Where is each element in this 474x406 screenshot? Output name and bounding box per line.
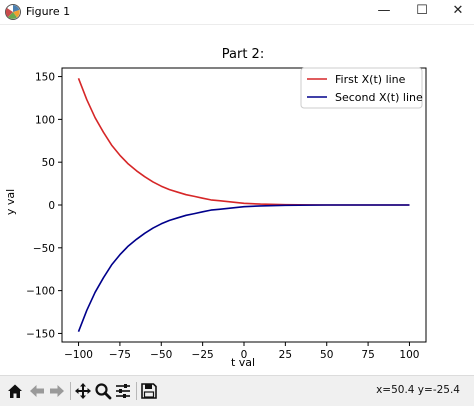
x-tick-label: 75: [361, 349, 374, 361]
y-axis-ticks: −150 −100 −50 0 50 100 150: [26, 72, 62, 340]
cursor-coordinates: x=50.4 y=-25.4: [376, 384, 460, 396]
series-line-second: [77, 204, 410, 332]
legend-box: [300, 67, 423, 109]
x-tick-label: 0: [241, 349, 248, 361]
x-tick-label: −75: [109, 349, 131, 361]
matplotlib-app-icon: [5, 4, 21, 20]
line-chart: Part 2: −100 −75 −50 −25 0 25 50 75 100 −150 −100…: [4, 47, 427, 369]
legend-label-first: First X(t) line: [335, 73, 406, 86]
x-axis-ticks: −100 −75 −50 −25 0 25 50 75 100: [64, 342, 419, 361]
close-button[interactable]: ✕: [452, 3, 464, 18]
back-arrow-icon: [30, 385, 44, 397]
pan-button[interactable]: [72, 380, 94, 402]
legend-label-second: Second X(t) line: [335, 91, 423, 104]
x-tick-label: −25: [192, 349, 214, 361]
x-tick-label: 50: [320, 349, 333, 361]
y-axis-label: y val: [4, 189, 17, 215]
y-tick-label: 50: [42, 157, 55, 169]
home-icon: [8, 384, 22, 398]
maximize-button[interactable]: ☐: [416, 3, 428, 18]
window-title: Figure 1: [26, 5, 71, 18]
y-tick-label: 150: [35, 72, 55, 84]
back-button[interactable]: [26, 380, 48, 402]
y-tick-label: −100: [26, 286, 55, 298]
plot-lines: [77, 78, 410, 332]
figure-canvas[interactable]: Part 2: −100 −75 −50 −25 0 25 50 75 100 −150 −100…: [0, 25, 474, 375]
navigation-toolbar: x=50.4 y=-25.4: [0, 375, 474, 406]
configure-subplots-button[interactable]: [112, 380, 134, 402]
x-tick-label: −50: [150, 349, 172, 361]
series-line-first: [77, 78, 410, 206]
x-axis-label: t val: [231, 356, 255, 369]
zoom-button[interactable]: [92, 380, 114, 402]
save-icon: [141, 383, 157, 399]
minimize-button[interactable]: —: [377, 3, 391, 18]
x-tick-label: 25: [279, 349, 292, 361]
y-tick-label: −50: [33, 243, 55, 255]
y-tick-label: 100: [35, 114, 55, 126]
y-tick-label: 0: [48, 200, 55, 212]
legend: First X(t) line Second X(t) line: [300, 67, 423, 109]
y-tick-label: −150: [26, 328, 55, 340]
zoom-icon: [95, 383, 112, 400]
home-button[interactable]: [4, 380, 26, 402]
chart-title: Part 2:: [222, 47, 264, 62]
forward-arrow-icon: [50, 385, 64, 397]
toolbar-separator: [136, 382, 137, 400]
subplots-config-icon: [116, 384, 130, 398]
x-tick-label: −100: [64, 349, 93, 361]
forward-button[interactable]: [46, 380, 68, 402]
pan-icon: [75, 383, 91, 399]
toolbar-separator: [70, 382, 71, 400]
save-button[interactable]: [138, 380, 160, 402]
x-tick-label: 100: [399, 349, 419, 361]
window-titlebar: Figure 1 — ☐ ✕: [0, 0, 474, 25]
